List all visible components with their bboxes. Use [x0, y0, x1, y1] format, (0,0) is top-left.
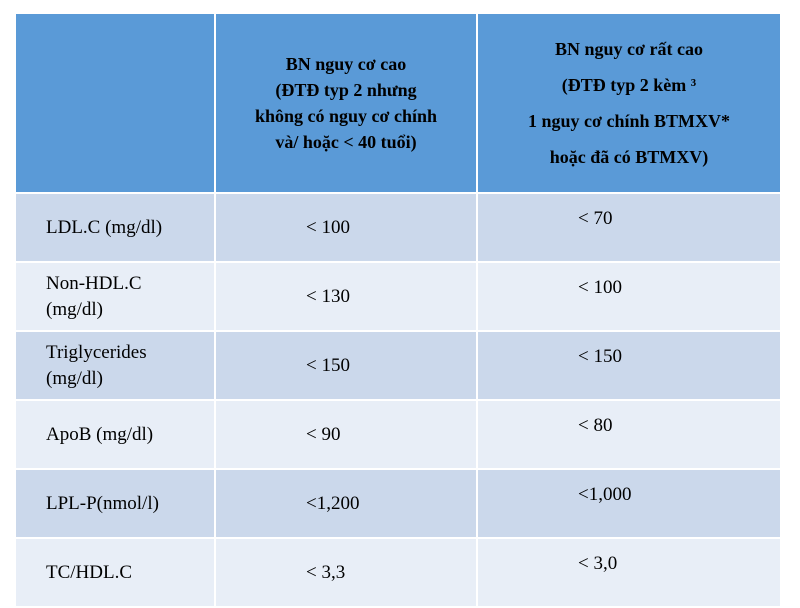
row-label: ApoB (mg/dl) — [16, 401, 214, 468]
high-risk-value: <1,200 — [216, 470, 476, 537]
header-very-high-risk-line: BN nguy cơ rất cao — [555, 39, 703, 59]
row-label-line: Triglycerides — [46, 341, 147, 363]
row-label-line: LPL-P(nmol/l) — [46, 492, 159, 514]
very-high-risk-value: < 70 — [478, 194, 780, 261]
header-high-risk-line: không có nguy cơ chính — [254, 106, 438, 126]
table-row: Non-HDL.C (mg/dl) < 130 < 100 — [16, 263, 780, 330]
high-risk-value: < 90 — [216, 401, 476, 468]
table-row: Triglycerides (mg/dl) < 150 < 150 — [16, 332, 780, 399]
header-row: BN nguy cơ cao (ĐTĐ typ 2 nhưng không có… — [16, 14, 780, 192]
very-high-risk-value: <1,000 — [478, 470, 780, 537]
header-high-risk-line: BN nguy cơ cao — [285, 54, 407, 74]
very-high-risk-value: < 3,0 — [478, 539, 780, 606]
header-empty-cell — [16, 14, 214, 192]
header-very-high-risk-line: hoặc đã có BTMXV) — [549, 147, 709, 167]
very-high-risk-value: < 100 — [478, 263, 780, 330]
table-row: LDL.C (mg/dl) < 100 < 70 — [16, 194, 780, 261]
table-row: TC/HDL.C < 3,3 < 3,0 — [16, 539, 780, 606]
row-label-line: ApoB (mg/dl) — [46, 423, 154, 445]
row-label: LDL.C (mg/dl) — [16, 194, 214, 261]
row-label: TC/HDL.C — [16, 539, 214, 606]
very-high-risk-value: < 150 — [478, 332, 780, 399]
high-risk-value: < 150 — [216, 332, 476, 399]
header-very-high-risk-line: 1 nguy cơ chính BTMXV* — [528, 111, 730, 131]
lipid-target-table-container: BN nguy cơ cao (ĐTĐ typ 2 nhưng không có… — [14, 12, 782, 608]
header-high-risk-line: và/ hoặc < 40 tuổi) — [275, 132, 417, 152]
row-label: LPL-P(nmol/l) — [16, 470, 214, 537]
row-label-line: TC/HDL.C — [46, 561, 133, 583]
header-very-high-risk: BN nguy cơ rất cao (ĐTĐ typ 2 kèm ³ 1 ng… — [478, 14, 780, 192]
row-label: Triglycerides (mg/dl) — [16, 332, 214, 399]
lipid-target-table: BN nguy cơ cao (ĐTĐ typ 2 nhưng không có… — [14, 12, 782, 608]
row-label-line: Non-HDL.C — [46, 272, 142, 294]
header-high-risk: BN nguy cơ cao (ĐTĐ typ 2 nhưng không có… — [216, 14, 476, 192]
row-label-line: (mg/dl) — [46, 367, 103, 389]
row-label-line: (mg/dl) — [46, 298, 103, 320]
header-high-risk-line: (ĐTĐ typ 2 nhưng — [275, 80, 417, 100]
high-risk-value: < 3,3 — [216, 539, 476, 606]
high-risk-value: < 100 — [216, 194, 476, 261]
table-row: ApoB (mg/dl) < 90 < 80 — [16, 401, 780, 468]
row-label-line: LDL.C (mg/dl) — [46, 216, 163, 238]
table-row: LPL-P(nmol/l) <1,200 <1,000 — [16, 470, 780, 537]
high-risk-value: < 130 — [216, 263, 476, 330]
header-very-high-risk-line: (ĐTĐ typ 2 kèm ³ — [561, 75, 697, 95]
very-high-risk-value: < 80 — [478, 401, 780, 468]
row-label: Non-HDL.C (mg/dl) — [16, 263, 214, 330]
